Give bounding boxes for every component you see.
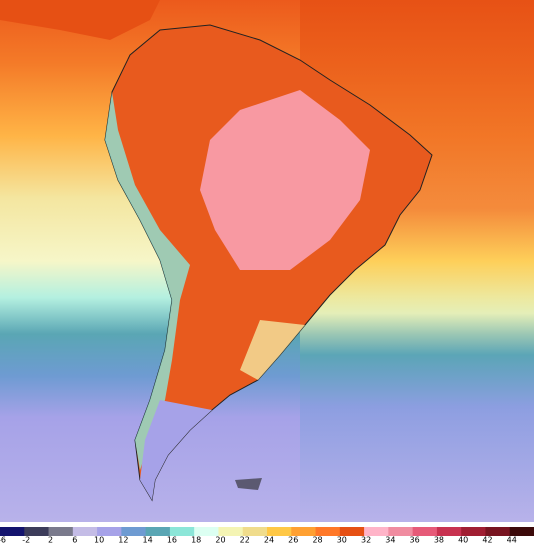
colorbar-swatch: [242, 527, 268, 536]
colorbar-label: 24: [264, 536, 274, 544]
colorbar-swatch: [72, 527, 98, 536]
colorbar-swatch: [339, 527, 365, 536]
colorbar-swatch: [485, 527, 511, 536]
colorbar-label: 38: [434, 536, 444, 544]
colorbar-label: 18: [191, 536, 201, 544]
falklands: [235, 478, 262, 490]
colorbar-label: -2: [22, 536, 30, 544]
colorbar-swatch: [145, 527, 171, 536]
colorbar-swatch: [315, 527, 341, 536]
colorbar-swatch: [97, 527, 122, 536]
colorbar-label: 2: [48, 536, 53, 544]
colorbar-swatch: [24, 527, 50, 536]
colorbar-label: 20: [215, 536, 225, 544]
colorbar-label: 26: [288, 536, 298, 544]
colorbar-label: 28: [312, 536, 322, 544]
colorbar-label: 34: [385, 536, 395, 544]
colorbar-swatch: [267, 527, 292, 536]
colorbar-swatch: [364, 527, 389, 536]
map: [0, 0, 534, 522]
colorbar-label: 32: [361, 536, 371, 544]
colorbar-label: 12: [118, 536, 128, 544]
colorbar-swatch: [436, 527, 462, 536]
colorbar-swatch: [169, 527, 195, 536]
colorbar-label: 30: [337, 536, 347, 544]
colorbar-label: 14: [143, 536, 153, 544]
pampas: [240, 320, 305, 380]
colorbar-swatch: [388, 527, 414, 536]
colorbar-label: 6: [72, 536, 77, 544]
colorbar-swatch: [509, 527, 534, 536]
central-america: [0, 0, 160, 40]
colorbar-swatch: [0, 527, 25, 536]
colorbar-label: 22: [240, 536, 250, 544]
colorbar-swatch: [291, 527, 317, 536]
colorbar-swatch: [412, 527, 438, 536]
colorbar-label: 36: [410, 536, 420, 544]
colorbar: -6-2261012141618202224262830323436384042…: [0, 527, 534, 544]
hot-region: [200, 90, 370, 270]
patagonia: [140, 400, 212, 500]
colorbar-label: 16: [167, 536, 177, 544]
colorbar-label: 44: [507, 536, 517, 544]
colorbar-swatch: [461, 527, 486, 536]
colorbar-swatch: [218, 527, 244, 536]
colorbar-label: 10: [94, 536, 104, 544]
colorbar-label: -6: [0, 536, 6, 544]
colorbar-swatch: [194, 527, 219, 536]
andes: [105, 92, 190, 470]
colorbar-swatch: [48, 527, 74, 536]
colorbar-swatch: [121, 527, 147, 536]
colorbar-label: 42: [482, 536, 492, 544]
colorbar-label: 40: [458, 536, 468, 544]
